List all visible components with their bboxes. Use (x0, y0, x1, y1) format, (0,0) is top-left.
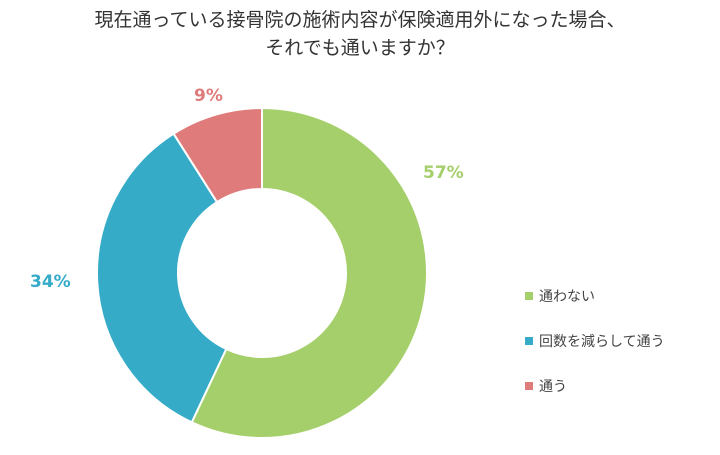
legend-swatch-blue (525, 337, 533, 345)
chart-title: 現在通っている接骨院の施術内容が保険適用外になった場合、 それでも通いますか？ (0, 6, 720, 62)
chart-title-line-2: それでも通いますか？ (265, 37, 455, 59)
legend-swatch-green (525, 292, 533, 300)
legend-item-not-attend: 通わない (525, 285, 665, 307)
legend-swatch-red (525, 382, 533, 390)
legend-label: 通わない (539, 289, 595, 305)
chart-legend: 通わない 回数を減らして通う 通う (525, 285, 665, 420)
slice-not-attend (190, 106, 428, 439)
label-reduce-visits-percent: 34% (30, 272, 71, 292)
legend-label: 回数を減らして通う (539, 334, 665, 350)
legend-item-reduce-visits: 回数を減らして通う (525, 330, 665, 352)
slice-reduce-visits (96, 132, 228, 424)
slice-attend (172, 106, 263, 204)
legend-label: 通う (539, 379, 567, 395)
legend-item-attend: 通う (525, 375, 665, 397)
label-attend-percent: 9% (194, 86, 223, 106)
label-not-attend-percent: 57% (423, 163, 464, 183)
chart-title-line-1: 現在通っている接骨院の施術内容が保険適用外になった場合、 (94, 9, 626, 31)
